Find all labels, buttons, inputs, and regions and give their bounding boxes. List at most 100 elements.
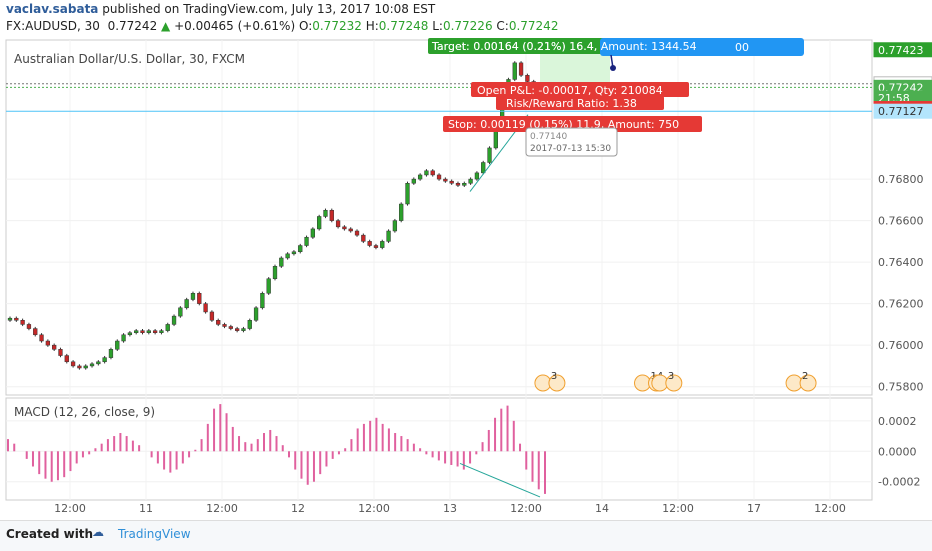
candle bbox=[14, 317, 19, 321]
candle bbox=[241, 328, 246, 331]
candle bbox=[474, 172, 480, 180]
macd-pane[interactable] bbox=[5, 397, 873, 501]
macd-tick-label: 0.0000 bbox=[878, 445, 917, 458]
stop-label: Stop: 0.00119 (0.15%) 11.9, Amount: 750 bbox=[448, 118, 679, 131]
candle bbox=[64, 355, 69, 363]
price-change: +0.00465 (+0.61%) bbox=[174, 19, 296, 33]
macd-tick-label: -0.0002 bbox=[878, 476, 920, 489]
candle bbox=[134, 330, 139, 333]
tradingview-logo-icon: ☁ bbox=[92, 525, 104, 539]
author-link[interactable]: vaclav.sabata bbox=[6, 2, 99, 16]
target-label-overlay: Target: 0.00164 (0.21%) 16.4, Amount: 13… bbox=[431, 40, 697, 53]
candle bbox=[468, 178, 473, 184]
candle bbox=[70, 361, 76, 367]
cursor-price: 0.77140 bbox=[530, 132, 567, 142]
candle bbox=[203, 303, 208, 313]
candle bbox=[317, 216, 322, 230]
x-tick-label: 14 bbox=[595, 502, 609, 515]
publish-header: vaclav.sabata published on TradingView.c… bbox=[6, 2, 435, 16]
x-tick-label: 12:00 bbox=[510, 502, 542, 515]
low-value: 0.77226 bbox=[442, 19, 493, 33]
candle bbox=[7, 317, 13, 321]
divergence-line[interactable] bbox=[459, 463, 541, 498]
x-tick-label: 12 bbox=[291, 502, 305, 515]
candle bbox=[33, 328, 38, 336]
candle bbox=[487, 147, 492, 163]
tradingview-link[interactable]: TradingView bbox=[118, 527, 191, 541]
event-count: 3 bbox=[551, 371, 557, 382]
candle bbox=[443, 178, 448, 182]
cursor-time: 2017-07-13 15:30 bbox=[530, 144, 611, 154]
event-flag-icon[interactable] bbox=[799, 374, 817, 392]
footer: Created with ☁ TradingView bbox=[0, 520, 932, 551]
candle bbox=[354, 230, 360, 236]
candle bbox=[392, 220, 398, 232]
candle bbox=[291, 251, 297, 255]
candle bbox=[20, 320, 25, 325]
candle bbox=[342, 226, 347, 230]
cursor-dot bbox=[610, 65, 616, 71]
high-value: 0.77248 bbox=[378, 19, 429, 33]
candle bbox=[405, 182, 410, 205]
open-pl-label: Open P&L: -0.00017, Qty: 210084 bbox=[477, 84, 663, 97]
candle bbox=[96, 361, 101, 365]
chart-title: Australian Dollar/U.S. Dollar, 30, FXCM bbox=[14, 52, 245, 66]
target-zone[interactable] bbox=[540, 49, 610, 84]
candle bbox=[216, 320, 221, 325]
y-tick-label: 0.76600 bbox=[878, 215, 924, 228]
open-label: O: bbox=[298, 19, 313, 33]
candle bbox=[26, 324, 32, 329]
candle bbox=[222, 324, 227, 327]
open-value: 0.77232 bbox=[312, 19, 362, 33]
candle bbox=[380, 241, 385, 248]
price-pane[interactable] bbox=[5, 39, 873, 396]
candle bbox=[77, 365, 82, 369]
candle bbox=[279, 257, 284, 267]
candle bbox=[348, 228, 353, 232]
candle bbox=[121, 334, 126, 342]
stop-label-box[interactable] bbox=[443, 116, 702, 132]
price-tag bbox=[873, 103, 932, 119]
event-flag-icon[interactable] bbox=[665, 374, 683, 392]
open-pl-box[interactable] bbox=[471, 82, 689, 97]
candle bbox=[152, 330, 158, 333]
symbol-header: FX:AUDUSD, 30 0.77242 ▲ +0.00465 (+0.61%… bbox=[6, 19, 558, 33]
candle bbox=[197, 293, 202, 304]
candle bbox=[335, 220, 341, 228]
candle bbox=[159, 330, 164, 333]
event-count: 2 bbox=[802, 371, 808, 382]
close-label: C: bbox=[496, 19, 509, 33]
candle bbox=[436, 174, 442, 180]
candle bbox=[102, 357, 107, 363]
created-with-label: Created with bbox=[6, 527, 94, 541]
x-tick-label: 12:00 bbox=[814, 502, 846, 515]
candle bbox=[58, 349, 63, 356]
candle bbox=[373, 245, 379, 248]
candle bbox=[411, 178, 416, 184]
candle bbox=[228, 326, 233, 329]
macd-tick-label: 0.0002 bbox=[878, 415, 917, 428]
candle bbox=[178, 307, 183, 317]
candle bbox=[272, 266, 278, 279]
x-tick-label: 12:00 bbox=[358, 502, 390, 515]
candle bbox=[525, 75, 530, 82]
candle bbox=[253, 307, 259, 321]
y-tick-label: 0.76400 bbox=[878, 256, 924, 269]
candle bbox=[83, 365, 88, 369]
candle bbox=[386, 230, 391, 242]
event-count: 3 bbox=[668, 371, 674, 382]
x-tick-label: 12:00 bbox=[54, 502, 86, 515]
candle bbox=[367, 241, 372, 246]
chart-canvas[interactable]: 0.76800 0.76600 0.76400 0.76200 0.76000 0.758… bbox=[0, 0, 932, 520]
candle bbox=[108, 349, 114, 358]
candle bbox=[184, 299, 189, 309]
candle bbox=[260, 293, 265, 309]
risk-reward-box[interactable] bbox=[496, 96, 664, 110]
blue-order-tag[interactable] bbox=[600, 38, 804, 56]
candle bbox=[235, 328, 240, 331]
candle bbox=[361, 234, 366, 242]
x-tick-label: 12:00 bbox=[206, 502, 238, 515]
event-flag-icon[interactable] bbox=[548, 374, 566, 392]
candle bbox=[266, 278, 271, 294]
candle bbox=[165, 324, 170, 331]
